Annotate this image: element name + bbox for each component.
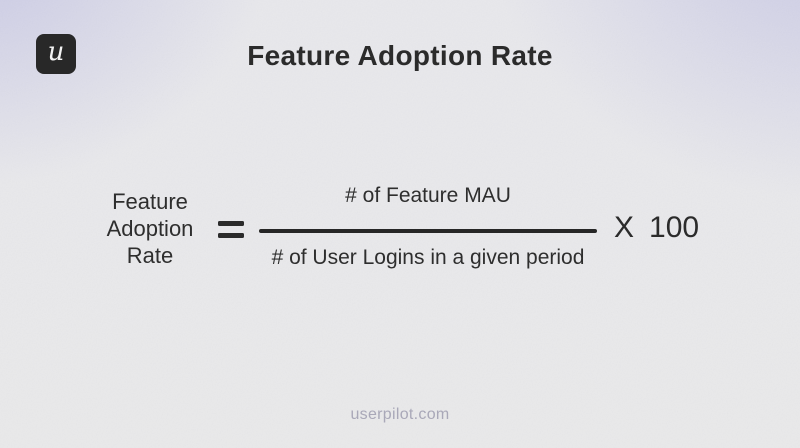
equals-sign	[218, 221, 244, 238]
formula-lhs-label: Feature Adoption Rate	[85, 188, 215, 269]
multiplier-value: 100	[649, 211, 700, 244]
equals-top-bar	[218, 221, 244, 226]
fraction-numerator: # of Feature MAU	[345, 184, 511, 207]
formula-lhs-line-3: Rate	[126, 243, 174, 268]
page-title: Feature Adoption Rate	[247, 40, 553, 71]
fraction-bar	[259, 229, 597, 233]
footer-url: userpilot.com	[350, 406, 450, 423]
userpilot-logo: u	[36, 34, 76, 74]
equals-bottom-bar	[218, 233, 244, 238]
multiply-symbol: X	[614, 211, 635, 244]
formula-lhs-line-2: Adoption	[106, 216, 194, 241]
multiplier-group: X 100	[614, 212, 699, 244]
userpilot-logo-letter: u	[47, 37, 65, 67]
formula-lhs-line-1: Feature	[112, 189, 188, 214]
fraction-denominator: # of User Logins in a given period	[271, 245, 585, 269]
fraction: # of Feature MAU # of User Logins in a g…	[259, 184, 597, 270]
